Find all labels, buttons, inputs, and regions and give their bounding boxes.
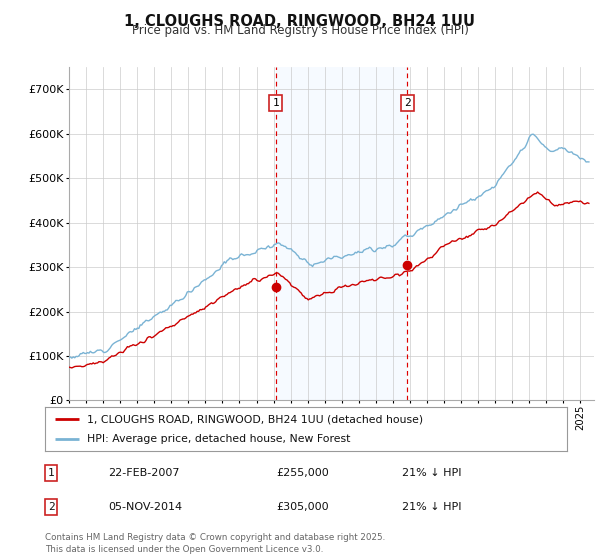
Text: Price paid vs. HM Land Registry's House Price Index (HPI): Price paid vs. HM Land Registry's House … (131, 24, 469, 37)
Text: 2: 2 (404, 98, 411, 108)
Bar (276, 67, 407, 400)
Text: 05-NOV-2014: 05-NOV-2014 (108, 502, 182, 512)
Text: Contains HM Land Registry data © Crown copyright and database right 2025.
This d: Contains HM Land Registry data © Crown c… (45, 533, 385, 554)
Text: 1: 1 (272, 98, 280, 108)
Text: £305,000: £305,000 (276, 502, 329, 512)
Text: 2: 2 (47, 502, 55, 512)
Text: 22-FEB-2007: 22-FEB-2007 (108, 468, 179, 478)
Text: 1: 1 (47, 468, 55, 478)
Text: £255,000: £255,000 (276, 468, 329, 478)
Text: 21% ↓ HPI: 21% ↓ HPI (402, 502, 461, 512)
Text: 1, CLOUGHS ROAD, RINGWOOD, BH24 1UU (detached house): 1, CLOUGHS ROAD, RINGWOOD, BH24 1UU (det… (87, 414, 423, 424)
Text: 21% ↓ HPI: 21% ↓ HPI (402, 468, 461, 478)
Text: HPI: Average price, detached house, New Forest: HPI: Average price, detached house, New … (87, 434, 350, 444)
Text: 1, CLOUGHS ROAD, RINGWOOD, BH24 1UU: 1, CLOUGHS ROAD, RINGWOOD, BH24 1UU (125, 14, 476, 29)
